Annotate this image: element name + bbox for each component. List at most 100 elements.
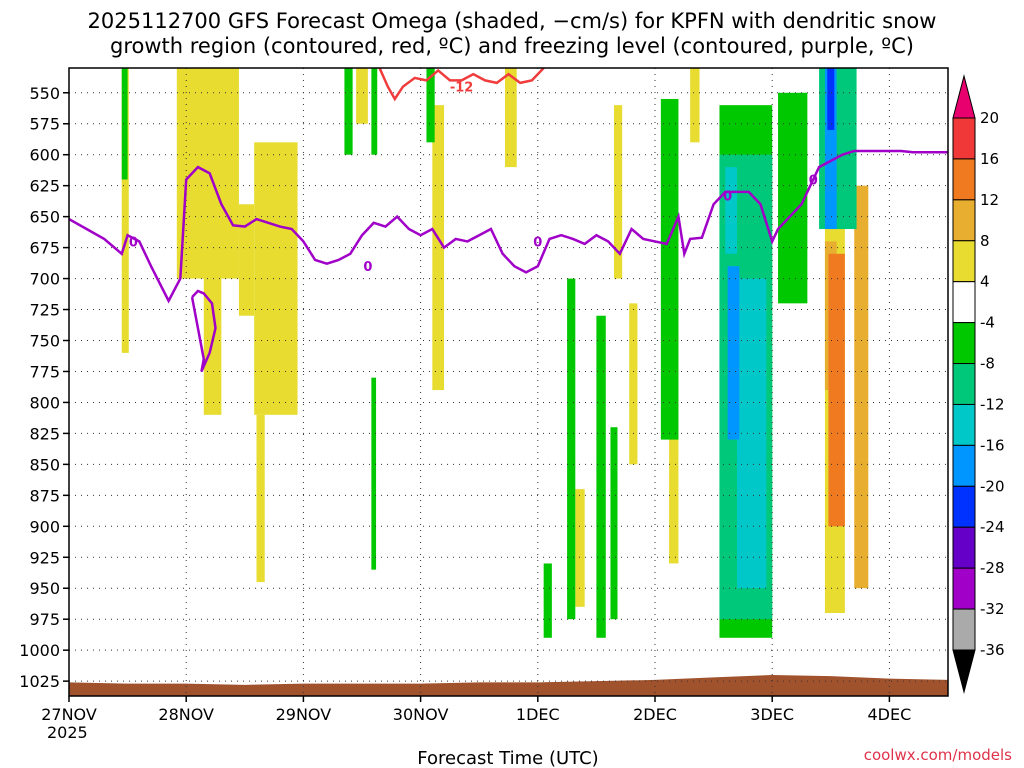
- y-tick-label-3: 625: [29, 177, 60, 196]
- y-tick-label-13: 875: [29, 486, 60, 505]
- y-tick-label-6: 700: [29, 270, 60, 289]
- omega-region-18: [121, 68, 128, 180]
- y-tick-label-8: 750: [29, 332, 60, 351]
- y-tick-label-7: 725: [29, 301, 60, 320]
- colorbar-label-0: 20: [980, 109, 999, 127]
- colorbar-label-6: -8: [980, 355, 995, 373]
- omega-region-5: [256, 414, 265, 583]
- dgz-contour-label: -12: [450, 81, 474, 96]
- y-tick-label-0: 550: [29, 84, 60, 103]
- omega-region-34: [727, 266, 740, 440]
- omega-region-23: [543, 563, 552, 638]
- omega-region-8: [504, 68, 517, 168]
- omega-region-36: [827, 68, 835, 130]
- y-tick-label-16: 950: [29, 579, 60, 598]
- colorbar-segment-12: [952, 608, 976, 651]
- colorbar-segment-11: [952, 567, 976, 610]
- omega-region-24: [567, 278, 576, 620]
- colorbar-label-11: -28: [980, 559, 1005, 577]
- colorbar-label-8: -16: [980, 436, 1005, 454]
- freezing-level-label-3: 0: [723, 190, 732, 205]
- colorbar-label-4: 4: [980, 273, 990, 291]
- freezing-level-label-2: 0: [533, 235, 542, 250]
- x-tick-label-1: 28NOV: [158, 705, 214, 724]
- dgz-contour-line: [378, 68, 545, 102]
- x-tick-label-3: 30NOV: [393, 705, 449, 724]
- colorbar-label-5: -4: [980, 314, 995, 332]
- colorbar-label-13: -36: [980, 641, 1005, 659]
- omega-region-25: [596, 315, 606, 638]
- colorbar-label-3: 8: [980, 232, 990, 250]
- y-tick-label-17: 975: [29, 610, 60, 629]
- freezing-level-label-0: 0: [129, 235, 138, 250]
- colorbar-segment-3: [952, 240, 976, 283]
- y-tick-label-4: 650: [29, 208, 60, 227]
- omega-region-27: [660, 98, 679, 440]
- x-tick-label-2: 29NOV: [276, 705, 332, 724]
- x-year-label: 2025: [47, 723, 88, 742]
- y-tick-label-11: 825: [29, 424, 60, 443]
- chart-title-line-2: growth region (contoured, red, ºC) and f…: [110, 34, 914, 58]
- freezing-level-loop: [190, 289, 217, 372]
- x-tick-label-4: 1DEC: [516, 705, 560, 724]
- y-tick-label-14: 900: [29, 517, 60, 536]
- colorbar-label-9: -20: [980, 477, 1005, 495]
- omega-region-10: [613, 105, 623, 279]
- y-tick-label-15: 925: [29, 548, 60, 567]
- omega-region-9: [575, 489, 585, 607]
- omega-region-2: [203, 278, 222, 415]
- x-tick-label-6: 3DEC: [750, 705, 794, 724]
- omega-region-6: [356, 68, 368, 124]
- colorbar-segment-2: [952, 199, 976, 242]
- omega-region-11: [629, 303, 638, 465]
- y-tick-label-2: 600: [29, 146, 60, 165]
- omega-region-19: [344, 68, 353, 155]
- freezing-level-line: [69, 149, 948, 304]
- colorbar-segment-0: [952, 117, 976, 160]
- colorbar-segment-8: [952, 444, 976, 487]
- colorbar-top-arrow: [952, 74, 976, 119]
- y-tick-label-1: 575: [29, 115, 60, 134]
- omega-region-7: [432, 105, 445, 391]
- y-tick-label-18: 1000: [19, 641, 60, 660]
- colorbar-label-1: 16: [980, 150, 999, 168]
- colorbar-segment-6: [952, 363, 976, 405]
- colorbar-bottom-arrow: [952, 649, 976, 694]
- x-tick-label-0: 27NOV: [41, 705, 97, 724]
- x-tick-label-5: 2DEC: [633, 705, 677, 724]
- omega-region-15: [854, 185, 869, 589]
- colorbar-segment-10: [952, 526, 976, 569]
- omega-region-33: [725, 167, 738, 254]
- y-tick-label-5: 675: [29, 239, 60, 258]
- colorbar-segment-5: [952, 322, 976, 365]
- colorbar-segment-9: [952, 485, 976, 528]
- omega-region-0: [121, 68, 129, 353]
- omega-region-21: [426, 68, 435, 143]
- credit-text: coolwx.com/models: [864, 746, 1012, 764]
- plot-inner: 0 0 0 0 0 -12: [69, 68, 948, 696]
- colorbar-segment-7: [952, 403, 976, 446]
- omega-region-29: [778, 92, 808, 304]
- colorbar-segment-4: [952, 281, 976, 324]
- y-tick-label-19: 1025: [19, 672, 60, 691]
- chart-title-line-1: 2025112700 GFS Forecast Omega (shaded, −…: [88, 9, 937, 33]
- x-tick-label-7: 4DEC: [868, 705, 912, 724]
- colorbar-label-12: -32: [980, 600, 1005, 618]
- plot-frame: [68, 67, 949, 697]
- y-tick-label-12: 850: [29, 455, 60, 474]
- omega-region-3: [238, 204, 255, 316]
- colorbar-label-10: -24: [980, 518, 1005, 536]
- freezing-level-label-4: 0: [809, 173, 818, 188]
- colorbar-label-2: 12: [980, 191, 999, 209]
- omega-region-26: [610, 427, 618, 620]
- omega-region-22: [371, 377, 377, 570]
- omega-region-31: [819, 68, 857, 230]
- omega-region-35: [824, 68, 837, 230]
- x-axis-title: Forecast Time (UTC): [417, 748, 598, 768]
- surface-fill: [69, 674, 948, 696]
- omega-region-17: [828, 253, 845, 527]
- colorbar: 20 16 12 8 4 -4 -8 -12 -16 -20 -24 -28 -32 -36: [952, 74, 1005, 694]
- y-tick-label-10: 800: [29, 393, 60, 412]
- plot-area: 0 0 0 0 0 -12 550 575 600 625 650 675 700 725 750 775 80…: [19, 67, 949, 724]
- omega-region-13: [690, 68, 700, 143]
